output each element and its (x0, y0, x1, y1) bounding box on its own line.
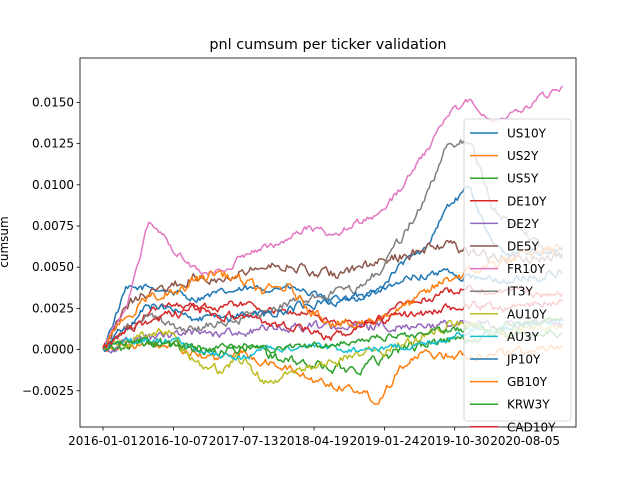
y-tick-label: 0.0025 (32, 301, 74, 315)
legend-label: FR10Y (507, 262, 546, 276)
x-tick-label: 2019-01-24 (350, 434, 420, 448)
plot-frame (79, 57, 577, 428)
series-line-fr10y (102, 85, 564, 349)
legend-box (463, 118, 572, 422)
y-tick-label: 0.0125 (32, 137, 74, 151)
x-tick-label: 2017-07-13 (209, 434, 279, 448)
legend-label: KRW3Y (507, 398, 550, 412)
x-tick-label: 2016-10-07 (139, 434, 209, 448)
legend-label: IT3Y (507, 285, 534, 299)
y-axis: −0.0025 0.0000 0.0025 0.0050 0.0075 0.0100 0.0… (22, 95, 80, 398)
y-tick-label: 0.0150 (32, 95, 74, 109)
legend-label: AU10Y (507, 307, 547, 321)
y-tick-label: 0.0050 (32, 260, 74, 274)
chart-title: pnl cumsum per ticker validation (209, 37, 446, 53)
legend-label: AU3Y (507, 330, 540, 344)
x-tick-label: 2018-04-19 (279, 434, 349, 448)
legend-label: GB10Y (507, 375, 548, 389)
legend-label: CAD10Y (507, 420, 556, 434)
legend: US10Y US2Y US5Y DE10Y DE2Y DE5Y FR10Y IT3Y AU10Y… (463, 118, 572, 434)
legend-label: DE10Y (507, 194, 547, 208)
x-tick-label: 2020-08-05 (490, 434, 560, 448)
x-tick-label: 2016-01-01 (68, 434, 138, 448)
legend-label: DE5Y (507, 240, 539, 254)
y-tick-label: 0.0100 (32, 178, 74, 192)
legend-label: US5Y (507, 172, 539, 186)
y-tick-label: −0.0025 (22, 384, 74, 398)
y-axis-label: cumsum (0, 216, 11, 267)
legend-label: JP10Y (506, 353, 541, 367)
y-tick-label: 0.0075 (32, 219, 74, 233)
legend-label: US10Y (507, 127, 547, 141)
y-tick-label: 0.0000 (32, 343, 74, 357)
legend-label: US2Y (507, 149, 539, 163)
legend-label: DE2Y (507, 217, 539, 231)
x-axis: 2016-01-01 2016-10-07 2017-07-13 2018-04-19… (68, 427, 560, 448)
x-tick-label: 2019-10-30 (420, 434, 490, 448)
